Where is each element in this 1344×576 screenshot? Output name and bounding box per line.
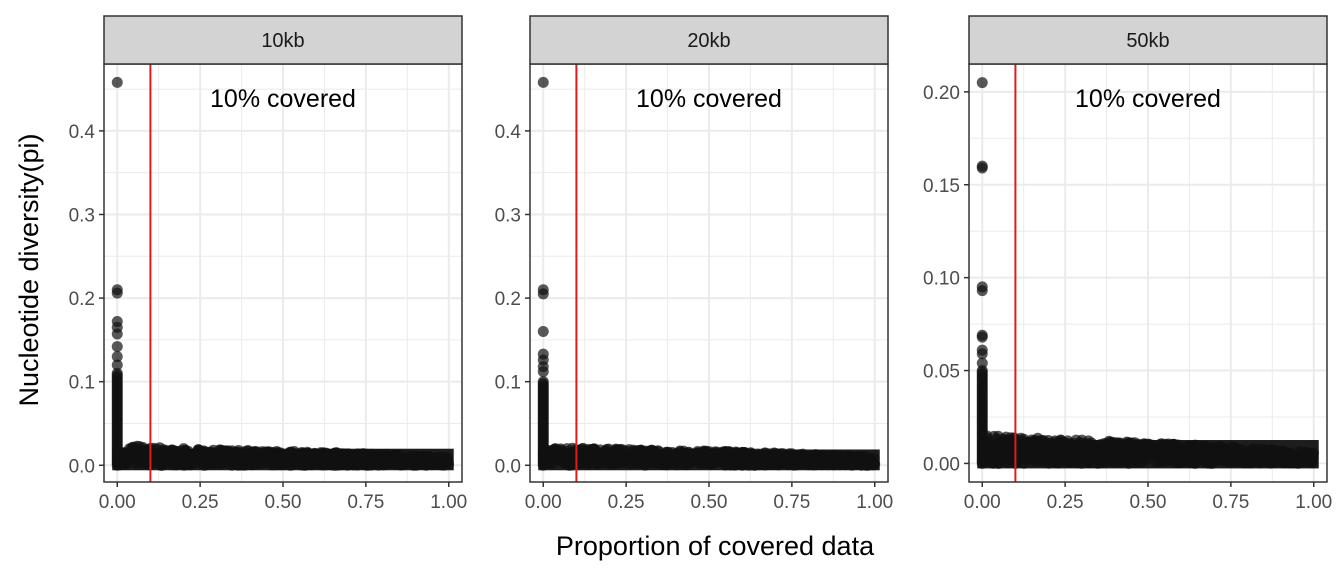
x-tick-label: 0.00	[525, 492, 562, 513]
x-tick-label: 0.50	[691, 492, 728, 513]
data-point	[976, 348, 988, 360]
y-tick-label: 0.05	[923, 362, 960, 383]
facet-strip-label: 50kb	[1126, 30, 1169, 52]
data-point	[976, 285, 988, 297]
x-tick-label: 1.00	[430, 492, 467, 513]
facet-panel-10kb: 10% covered 10kb 0.00 0.25 0.50 0.75 1.00 0.0 0.…	[69, 15, 467, 513]
data-point	[111, 351, 123, 363]
facet-strip	[529, 15, 889, 65]
x-tick-label: 0.50	[1130, 492, 1167, 513]
x-tick-label: 0.75	[773, 492, 810, 513]
dense-point-band	[977, 440, 1319, 469]
data-point	[111, 341, 123, 353]
data-point	[976, 77, 988, 89]
data-point	[111, 328, 123, 340]
coverage-annotation: 10% covered	[1075, 85, 1221, 113]
x-tick-label: 0.00	[964, 492, 1001, 513]
x-tick-label: 0.25	[1047, 492, 1084, 513]
y-tick-label: 0.1	[495, 373, 521, 394]
dense-point-band	[112, 448, 454, 471]
data-point	[976, 162, 988, 174]
y-tick-label: 0.0	[69, 456, 95, 477]
x-axis-title: Proportion of covered data	[556, 531, 875, 561]
facet-strip	[103, 15, 463, 65]
x-tick-label: 0.25	[608, 492, 645, 513]
y-tick-label: 0.4	[69, 122, 96, 143]
x-tick-label: 0.75	[1212, 492, 1249, 513]
facet-strip-label: 20kb	[687, 30, 730, 52]
data-point	[111, 76, 123, 88]
y-tick-label: 0.00	[923, 454, 960, 475]
data-point	[111, 359, 123, 371]
data-point	[976, 357, 988, 369]
y-tick-label: 0.2	[495, 289, 521, 310]
facet-strip	[968, 15, 1328, 65]
x-tick-label: 0.25	[182, 492, 219, 513]
x-tick-label: 1.00	[1295, 492, 1332, 513]
y-tick-label: 0.3	[495, 205, 521, 226]
x-tick-label: 0.00	[99, 492, 136, 513]
facet-strip-label: 10kb	[261, 30, 304, 52]
data-point	[111, 287, 123, 299]
data-point	[976, 331, 988, 343]
data-point	[537, 376, 549, 388]
y-axis-title: Nucleotide diversity(pi)	[14, 133, 44, 406]
y-tick-label: 0.0	[495, 456, 521, 477]
y-tick-label: 0.4	[495, 122, 522, 143]
x-tick-label: 1.00	[856, 492, 893, 513]
y-tick-label: 0.1	[69, 373, 95, 394]
facet-panel-20kb: 10% covered 20kb 0.00 0.25 0.50 0.75 1.00 0.0 0.…	[495, 15, 893, 513]
data-point	[537, 288, 549, 300]
y-tick-label: 0.15	[923, 176, 960, 197]
dense-point-band	[538, 449, 880, 471]
data-point	[537, 326, 549, 338]
coverage-annotation: 10% covered	[210, 85, 356, 113]
y-tick-label: 0.2	[69, 289, 95, 310]
x-tick-label: 0.50	[265, 492, 302, 513]
x-tick-label: 0.75	[347, 492, 384, 513]
coverage-annotation: 10% covered	[636, 85, 782, 113]
data-point	[537, 76, 549, 88]
y-tick-label: 0.20	[923, 83, 960, 104]
facet-panel-50kb: 10% covered 50kb 0.00 0.25 0.50 0.75 1.00 0.00 0…	[923, 15, 1332, 513]
y-tick-label: 0.3	[69, 205, 95, 226]
data-point	[537, 366, 549, 378]
y-tick-label: 0.10	[923, 269, 960, 290]
data-point	[111, 367, 123, 379]
